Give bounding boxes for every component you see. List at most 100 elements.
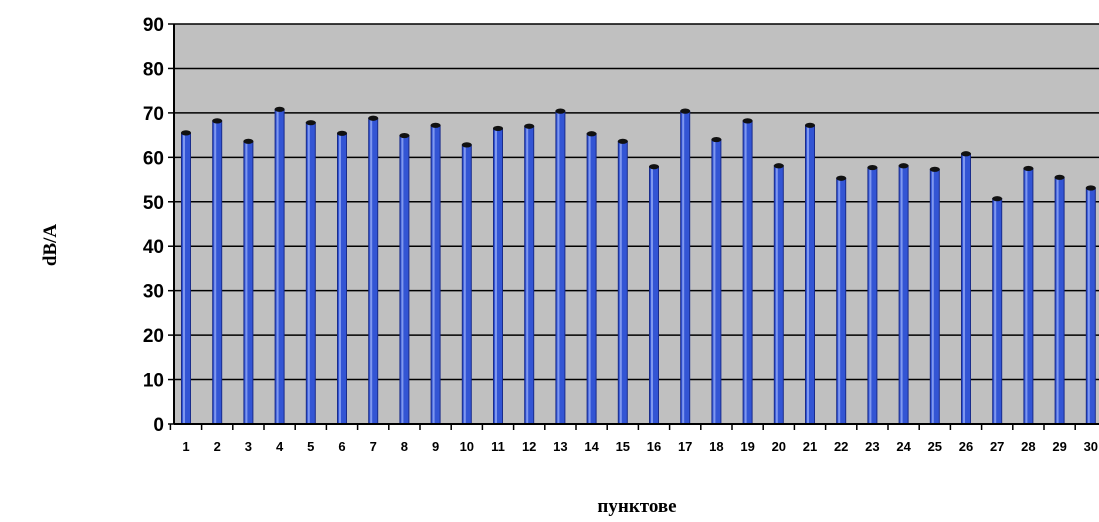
bar-highlight [245, 143, 248, 425]
bar-24 [898, 163, 909, 425]
bar-cap [493, 125, 503, 132]
bar-highlight [276, 111, 279, 424]
bar-body [337, 132, 347, 425]
bar-highlight [963, 155, 965, 424]
bar-cap [337, 130, 347, 136]
y-axis-ticks: 0 10 20 30 40 50 60 70 80 90 [143, 15, 174, 436]
bar-cap [898, 163, 909, 169]
bar-5 [305, 120, 316, 425]
bar-cap [773, 163, 784, 169]
bar-cap [212, 118, 223, 124]
bar-cap [711, 136, 722, 143]
bar-highlight [1025, 170, 1028, 424]
bar-23 [867, 164, 878, 425]
bar-20 [773, 163, 784, 425]
bar-13 [555, 108, 566, 425]
bar-8 [399, 132, 410, 425]
y-tick-label: 60 [143, 148, 164, 169]
bar-22 [836, 175, 847, 425]
bar-highlight [682, 113, 685, 424]
bar-29 [1054, 174, 1065, 425]
bar-body [1054, 176, 1065, 425]
y-tick-label: 70 [143, 104, 164, 125]
x-tick-label: 24 [896, 439, 911, 454]
bar-highlight [1087, 190, 1090, 424]
bar-cap [181, 130, 191, 136]
bar-30 [1085, 185, 1096, 425]
bar-body [617, 140, 628, 425]
bar-body [742, 120, 753, 425]
bar-body [992, 198, 1003, 425]
y-tick-label: 40 [143, 237, 164, 258]
bar-highlight [619, 143, 622, 425]
bar-19 [742, 118, 753, 425]
bar-highlight [775, 167, 778, 424]
bar-cap [1085, 185, 1096, 191]
bar-body [305, 122, 316, 425]
x-tick-label: 3 [245, 439, 252, 454]
bar-highlight [713, 141, 716, 425]
bar-cap [836, 175, 847, 181]
bar-1 [181, 130, 191, 425]
bar-body [243, 140, 254, 425]
bar-body [493, 127, 503, 425]
x-tick-label: 28 [1021, 439, 1035, 454]
bar-cap [805, 122, 815, 128]
bar-12 [524, 123, 535, 425]
bar-body [773, 165, 784, 425]
y-tick-label: 50 [143, 193, 164, 214]
x-tick-label: 23 [865, 439, 879, 454]
bar-highlight [370, 120, 373, 424]
bar-body [961, 153, 971, 425]
y-axis-title: dB/A [40, 224, 61, 267]
bar-cap [867, 164, 878, 171]
x-tick-label: 1 [182, 439, 189, 454]
x-tick-label: 15 [616, 439, 630, 454]
bar-highlight [744, 122, 747, 424]
bar-highlight [651, 168, 653, 424]
bar-body [555, 110, 566, 425]
bar-body [649, 166, 659, 425]
bar-body [399, 135, 410, 425]
bar-body [867, 167, 878, 425]
x-tick-label: 10 [460, 439, 474, 454]
x-tick-label: 17 [678, 439, 692, 454]
bar-highlight [495, 130, 497, 424]
bar-highlight [183, 134, 185, 424]
y-tick-label: 20 [143, 326, 164, 347]
x-tick-label: 25 [928, 439, 942, 454]
bar-14 [586, 131, 597, 425]
y-tick-label: 0 [153, 415, 164, 436]
bar-cap [649, 164, 659, 170]
bar-highlight [401, 137, 404, 425]
bar-2 [212, 118, 223, 425]
bar-cap [586, 131, 597, 137]
bar-4 [274, 106, 285, 425]
bar-highlight [339, 135, 341, 425]
bar-11 [493, 125, 503, 425]
bar-highlight [526, 128, 529, 424]
bar-cap [524, 123, 535, 129]
y-tick-label: 10 [143, 371, 164, 392]
bar-body [212, 120, 223, 425]
x-tick-label: 5 [307, 439, 314, 454]
x-tick-label: 19 [740, 439, 754, 454]
bar-17 [680, 108, 691, 425]
x-tick-label: 11 [491, 439, 505, 454]
bar-highlight [931, 171, 934, 424]
x-tick-label: 29 [1052, 439, 1066, 454]
x-tick-label: 8 [401, 439, 408, 454]
bar-7 [368, 115, 379, 425]
x-tick-label: 6 [338, 439, 345, 454]
bar-body [181, 132, 191, 425]
bar-body [368, 117, 379, 425]
x-tick-label: 12 [522, 439, 536, 454]
bar-cap [430, 122, 441, 128]
bar-highlight [557, 113, 560, 424]
bar-body [836, 177, 847, 425]
x-tick-label: 9 [432, 439, 439, 454]
bar-cap [1023, 165, 1034, 172]
gridlines [174, 23, 1099, 381]
bar-cap [1054, 174, 1065, 180]
bar-cap [399, 132, 410, 139]
